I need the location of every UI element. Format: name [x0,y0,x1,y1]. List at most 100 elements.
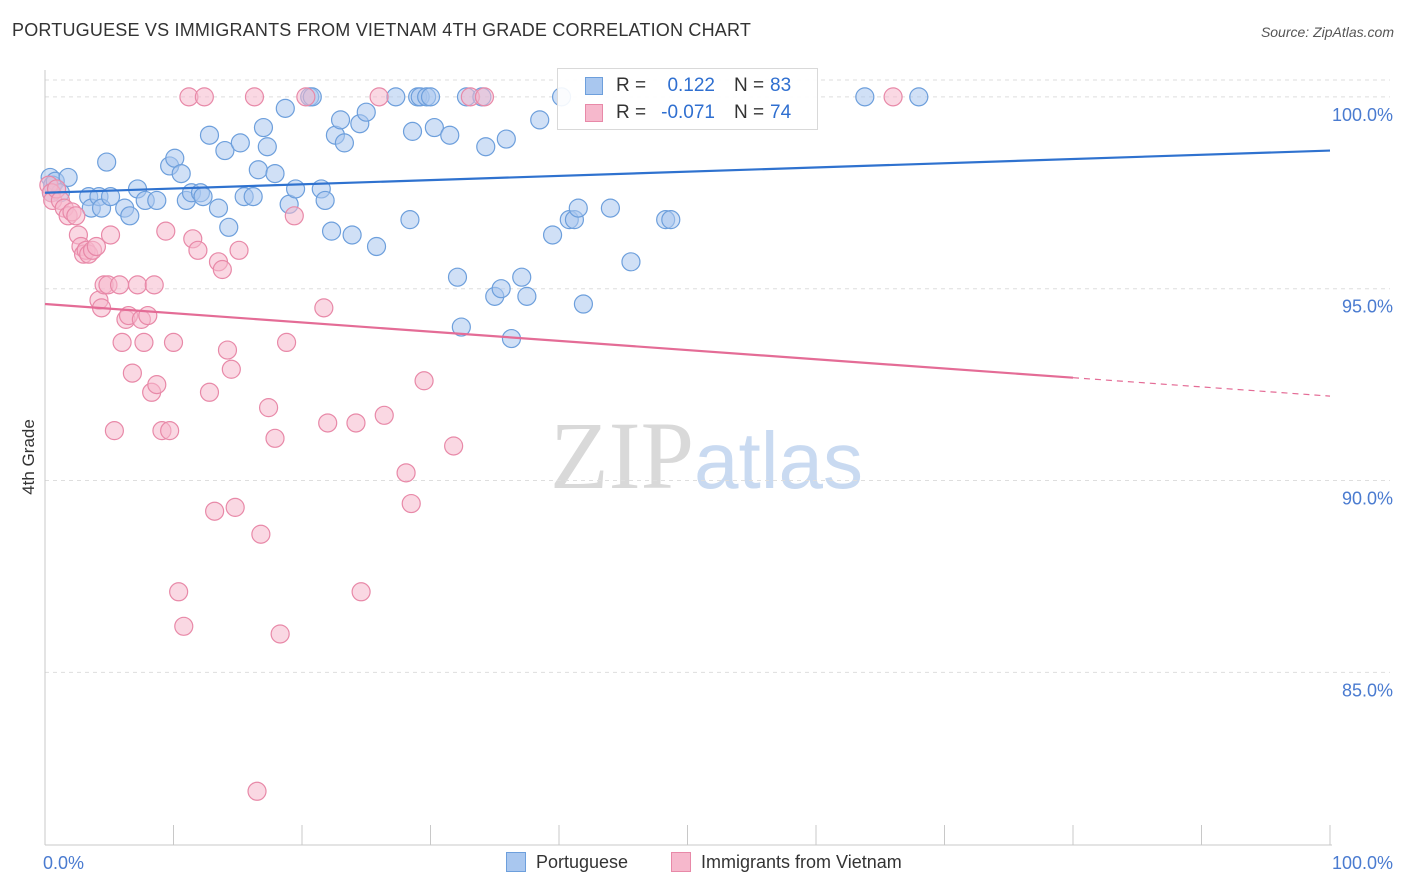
data-point [420,87,441,107]
data-point [120,206,140,226]
data-point [86,236,107,257]
data-point [253,117,274,138]
r-label: R = [616,102,647,123]
r-value: 0.122 [667,75,715,96]
data-point [440,125,460,145]
y-axis-label: 4th Grade [19,419,38,495]
data-point [230,133,250,153]
data-point [109,275,130,295]
legend-label: Immigrants from Vietnam [701,852,902,872]
trend-line-dashed [1072,377,1331,397]
data-point [225,497,245,517]
data-point [66,206,86,226]
data-point [351,582,371,602]
data-point [600,198,621,218]
data-point [193,187,213,207]
data-point [221,359,241,379]
y-tick-label: 90.0% [1342,489,1393,509]
data-point [346,413,366,433]
legend-label: Portuguese [536,852,629,872]
data-point [315,190,335,211]
data-point [568,198,588,218]
data-point [621,252,641,272]
data-point [356,102,376,122]
vietnam-swatch [585,104,603,122]
portuguese-swatch [585,77,603,95]
data-point [215,140,235,161]
data-point [244,87,265,107]
y-tick-label: 95.0% [1342,297,1393,317]
data-point [270,624,290,644]
data-point [284,206,304,226]
data-point [138,305,158,326]
x-tick-label: 100.0% [1332,853,1393,873]
data-point [366,236,387,257]
data-point [424,117,444,138]
data-point [369,87,389,107]
data-point [258,398,279,418]
data-point [100,187,121,207]
data-point [573,294,594,314]
data-point [199,382,220,402]
data-point [257,137,277,157]
vietnam-legend-swatch [671,852,691,872]
data-point [169,582,189,602]
data-point [247,781,267,801]
data-point [265,428,285,448]
n-label: N = [734,102,765,123]
data-point [265,163,285,184]
data-point [208,198,229,218]
data-point [496,129,516,149]
n-value: 74 [770,102,792,123]
data-point [661,210,681,230]
data-point [58,167,78,188]
data-point [334,133,355,153]
x-tick-label: 0.0% [43,853,84,873]
data-point [147,190,167,211]
stats-row-vietnam: R = -0.071 N = 74 [558,100,817,126]
data-point [144,275,164,295]
data-point [205,501,225,521]
data-point [444,436,464,456]
stats-legend: R = 0.122 N = 83 R = -0.071 N = 74 [557,68,818,130]
data-point [171,163,191,184]
data-point [451,317,471,337]
data-point [229,240,249,260]
data-point [194,87,214,107]
data-point [342,225,362,245]
data-point [100,225,121,245]
legend-item-vietnam[interactable]: Immigrants from Vietnam [671,852,902,873]
source-label: Source: ZipAtlas.com [1260,24,1394,40]
data-point [476,137,496,157]
data-point [296,87,316,107]
data-point [374,405,394,425]
data-point [127,275,148,295]
stats-row-portuguese: R = 0.122 N = 83 [558,73,817,99]
data-point [542,225,563,245]
data-point [248,160,268,180]
data-point [217,340,238,360]
data-point [386,87,406,107]
data-point [219,217,239,237]
data-point [396,463,416,483]
data-point [188,240,208,260]
data-point [97,152,117,172]
r-value: -0.071 [661,102,715,123]
r-label: R = [616,75,647,96]
data-point [474,87,495,107]
y-tick-label: 85.0% [1342,680,1393,700]
data-point [447,267,468,287]
data-point [517,286,537,306]
data-point [909,87,929,107]
legend-item-portuguese[interactable]: Portuguese [506,852,628,873]
data-point [112,332,132,353]
data-point [275,98,295,118]
watermark: ZIPatlas [550,400,863,511]
data-point [314,298,334,318]
data-point [160,421,180,441]
data-point [414,371,434,391]
data-point [251,524,271,544]
n-label: N = [734,75,765,96]
vietnam-points [39,87,903,801]
